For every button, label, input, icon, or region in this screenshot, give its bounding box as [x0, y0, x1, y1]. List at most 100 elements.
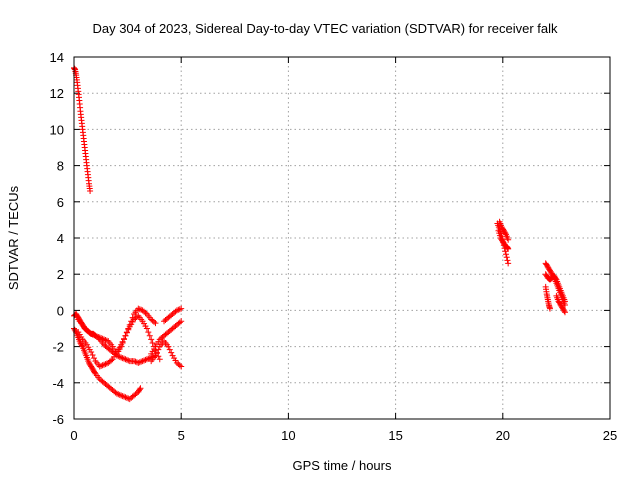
y-tick-label: -4	[52, 376, 64, 391]
x-tick-label: 10	[281, 428, 295, 443]
data-point	[143, 325, 150, 332]
data-point	[89, 331, 96, 338]
data-series-arc-8	[161, 305, 185, 325]
data-point	[135, 359, 142, 366]
y-tick-label: 6	[57, 195, 64, 210]
data-point	[149, 339, 156, 346]
data-point	[121, 355, 128, 362]
data-point	[96, 363, 103, 370]
data-point	[546, 305, 553, 312]
data-point	[119, 355, 126, 362]
data-point	[125, 357, 132, 364]
grid	[74, 57, 610, 419]
data-point	[123, 329, 130, 336]
data-point	[121, 393, 128, 400]
data-point	[148, 336, 155, 343]
data-point	[561, 298, 568, 305]
data-point	[91, 332, 98, 339]
data-point	[125, 395, 132, 402]
data-series-arc-14	[542, 283, 553, 312]
data-point	[87, 187, 94, 194]
data-point	[141, 357, 148, 364]
data-point	[118, 343, 125, 350]
data-series-arc-1	[71, 64, 94, 194]
data-point	[153, 349, 160, 356]
data-point	[119, 393, 126, 400]
data-point	[505, 236, 512, 243]
data-point	[136, 386, 143, 393]
data-point	[123, 356, 130, 363]
data-point	[78, 342, 85, 349]
data-point	[133, 314, 140, 321]
data-point	[96, 334, 103, 341]
data-point	[561, 308, 568, 315]
data-point	[152, 352, 159, 359]
data-point	[113, 390, 120, 397]
data-point	[503, 254, 510, 261]
data-point	[151, 318, 158, 325]
y-tick-label: -6	[52, 412, 64, 427]
data-series-arc-4	[75, 305, 159, 370]
data-point	[178, 363, 185, 370]
data-point	[552, 275, 559, 282]
data-point	[136, 359, 143, 366]
y-tick-label: 2	[57, 267, 64, 282]
data-point	[146, 355, 153, 362]
data-point	[121, 336, 128, 343]
data-point	[136, 306, 143, 313]
data-point	[155, 346, 162, 353]
y-tick-label: 4	[57, 231, 64, 246]
data-point	[122, 332, 129, 339]
y-tick-label: 0	[57, 303, 64, 318]
data-point	[502, 230, 509, 237]
data-point	[118, 392, 125, 399]
data-point	[145, 329, 152, 336]
data-point	[176, 306, 183, 313]
data-series-arc-10	[495, 227, 512, 252]
data-point	[131, 358, 138, 365]
data-series-arc-13	[542, 271, 568, 305]
data-point	[504, 257, 511, 264]
data-series-arc-6	[148, 338, 185, 370]
data-point	[122, 356, 129, 363]
data-point	[118, 354, 125, 361]
data-point	[95, 333, 102, 340]
data-point	[116, 391, 123, 398]
y-tick-label: 8	[57, 159, 64, 174]
y-axis-label: SDTVAR / TECUs	[6, 185, 21, 290]
data-point	[89, 352, 96, 359]
data-point	[138, 358, 145, 365]
data-point	[146, 332, 153, 339]
data-point	[119, 339, 126, 346]
data-point	[178, 318, 185, 325]
data-point	[173, 307, 180, 314]
data-point	[132, 358, 139, 365]
data-series-arc-7	[148, 318, 185, 357]
x-tick-label: 5	[178, 428, 185, 443]
data-point	[155, 353, 162, 360]
data-point	[503, 251, 510, 258]
data-point	[505, 245, 512, 252]
data-point	[561, 309, 568, 316]
data-series-arc-11	[496, 218, 512, 243]
data-point	[102, 361, 109, 368]
data-point	[115, 391, 122, 398]
y-tick-label: 14	[50, 50, 64, 65]
data-point	[139, 358, 146, 365]
data-point	[137, 385, 144, 392]
data-point	[99, 335, 106, 342]
data-point	[156, 356, 163, 363]
data-point	[116, 353, 123, 360]
data-point	[98, 335, 105, 342]
data-point	[102, 336, 109, 343]
data-point	[92, 332, 99, 339]
data-point	[142, 356, 149, 363]
data-point	[165, 343, 172, 350]
data-point	[122, 394, 129, 401]
axis-ticks: 0 5 10 15 20 25 -6 -4 -2 0 2 4 6 8 10 12 14	[50, 50, 618, 443]
x-tick-label: 15	[388, 428, 402, 443]
data-point	[99, 362, 106, 369]
data-point	[505, 260, 512, 267]
data-point	[93, 333, 100, 340]
x-axis-label: GPS time / hours	[293, 458, 392, 473]
